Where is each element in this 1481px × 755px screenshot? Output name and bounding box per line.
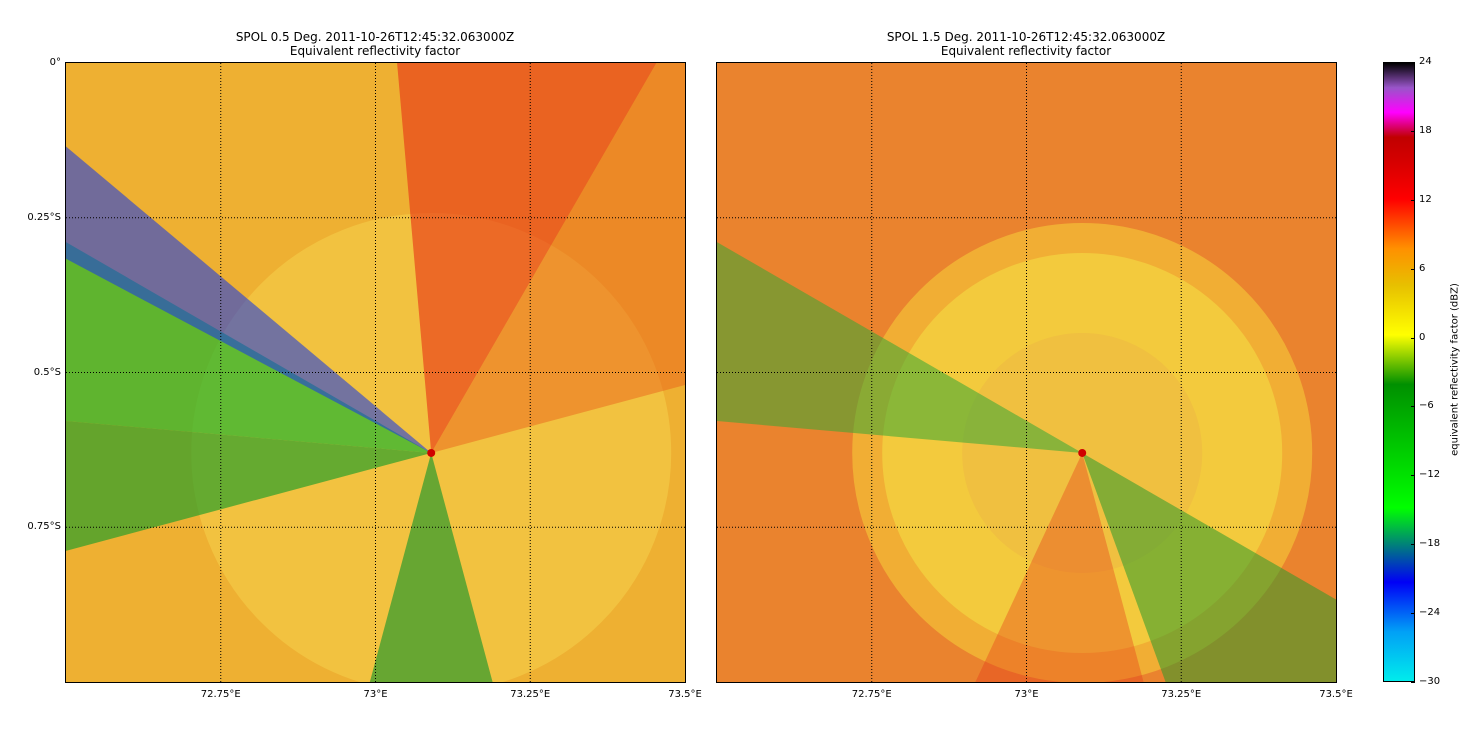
x-tick-label: 73.5°E bbox=[668, 689, 702, 700]
right-plot-title: SPOL 1.5 Deg. 2011-10-26T12:45:32.063000… bbox=[716, 30, 1336, 58]
wedge-west-green-2 bbox=[66, 421, 432, 551]
wedge-northeast-red bbox=[431, 63, 685, 453]
colorbar-tick-mark bbox=[1411, 199, 1415, 201]
radar-center-marker bbox=[1078, 448, 1087, 457]
colorbar bbox=[1383, 62, 1415, 682]
right-radar-plot bbox=[716, 62, 1337, 683]
reflectivity-mid-ring bbox=[852, 223, 1313, 682]
x-tick-label: 73°E bbox=[363, 689, 388, 700]
colorbar-tick-label: −12 bbox=[1419, 469, 1441, 481]
colorbar-tick-mark bbox=[1411, 130, 1415, 132]
left-radar-svg bbox=[66, 63, 685, 682]
colorbar-tick-mark bbox=[1411, 406, 1415, 408]
y-tick-label: 0° bbox=[49, 57, 61, 68]
x-tick-label: 73.25°E bbox=[1161, 689, 1202, 700]
colorbar-tick-mark bbox=[1411, 613, 1415, 615]
y-tick-label: 0.5°S bbox=[33, 366, 61, 378]
colorbar-tick-label: −6 bbox=[1419, 400, 1434, 412]
x-tick-label: 73.5°E bbox=[1319, 689, 1353, 700]
left-radar-plot bbox=[65, 62, 686, 683]
left-plot-title: SPOL 0.5 Deg. 2011-10-26T12:45:32.063000… bbox=[65, 30, 685, 58]
x-tick-label: 73.25°E bbox=[510, 689, 551, 700]
colorbar-tick-label: 6 bbox=[1419, 262, 1426, 274]
right-plot-title-line2: Equivalent reflectivity factor bbox=[940, 44, 1112, 58]
colorbar-tick-mark bbox=[1411, 682, 1415, 683]
colorbar-tick-label: −24 bbox=[1419, 607, 1441, 619]
wedge-north-red bbox=[397, 63, 657, 453]
wedge-south-red bbox=[975, 452, 1144, 682]
y-tick-label: 0.75°S bbox=[27, 521, 61, 533]
right-radar-svg bbox=[717, 63, 1336, 682]
colorbar-tick-mark bbox=[1411, 475, 1415, 477]
colorbar-tick-label: −18 bbox=[1419, 538, 1441, 550]
colorbar-tick-mark bbox=[1411, 544, 1415, 546]
x-tick-label: 72.75°E bbox=[851, 689, 892, 700]
colorbar-tick-label: 18 bbox=[1419, 124, 1432, 136]
wedge-west-green bbox=[717, 242, 1083, 453]
radar-center-marker bbox=[427, 448, 436, 457]
left-plot-title-line2: Equivalent reflectivity factor bbox=[289, 44, 461, 58]
colorbar-tick-mark bbox=[1411, 337, 1415, 339]
wedge-south-green bbox=[369, 452, 493, 682]
colorbar-tick-mark bbox=[1411, 268, 1415, 270]
x-tick-label: 73°E bbox=[1014, 689, 1039, 700]
colorbar-tick-label: 24 bbox=[1419, 56, 1432, 67]
colorbar-label: equivalent reflectivity factor (dBZ) bbox=[1449, 283, 1461, 456]
right-plot-title-line1: SPOL 1.5 Deg. 2011-10-26T12:45:32.063000… bbox=[886, 30, 1166, 44]
left-plot-title-line1: SPOL 0.5 Deg. 2011-10-26T12:45:32.063000… bbox=[235, 30, 515, 44]
x-tick-label: 72.75°E bbox=[200, 689, 241, 700]
colorbar-tick-label: 12 bbox=[1419, 193, 1432, 205]
colorbar-tick-mark bbox=[1411, 62, 1415, 63]
y-tick-label: 0.25°S bbox=[27, 211, 61, 223]
wedge-southeast-green bbox=[1082, 452, 1336, 682]
colorbar-tick-label: 0 bbox=[1419, 331, 1426, 343]
colorbar-tick-label: −30 bbox=[1419, 676, 1441, 687]
